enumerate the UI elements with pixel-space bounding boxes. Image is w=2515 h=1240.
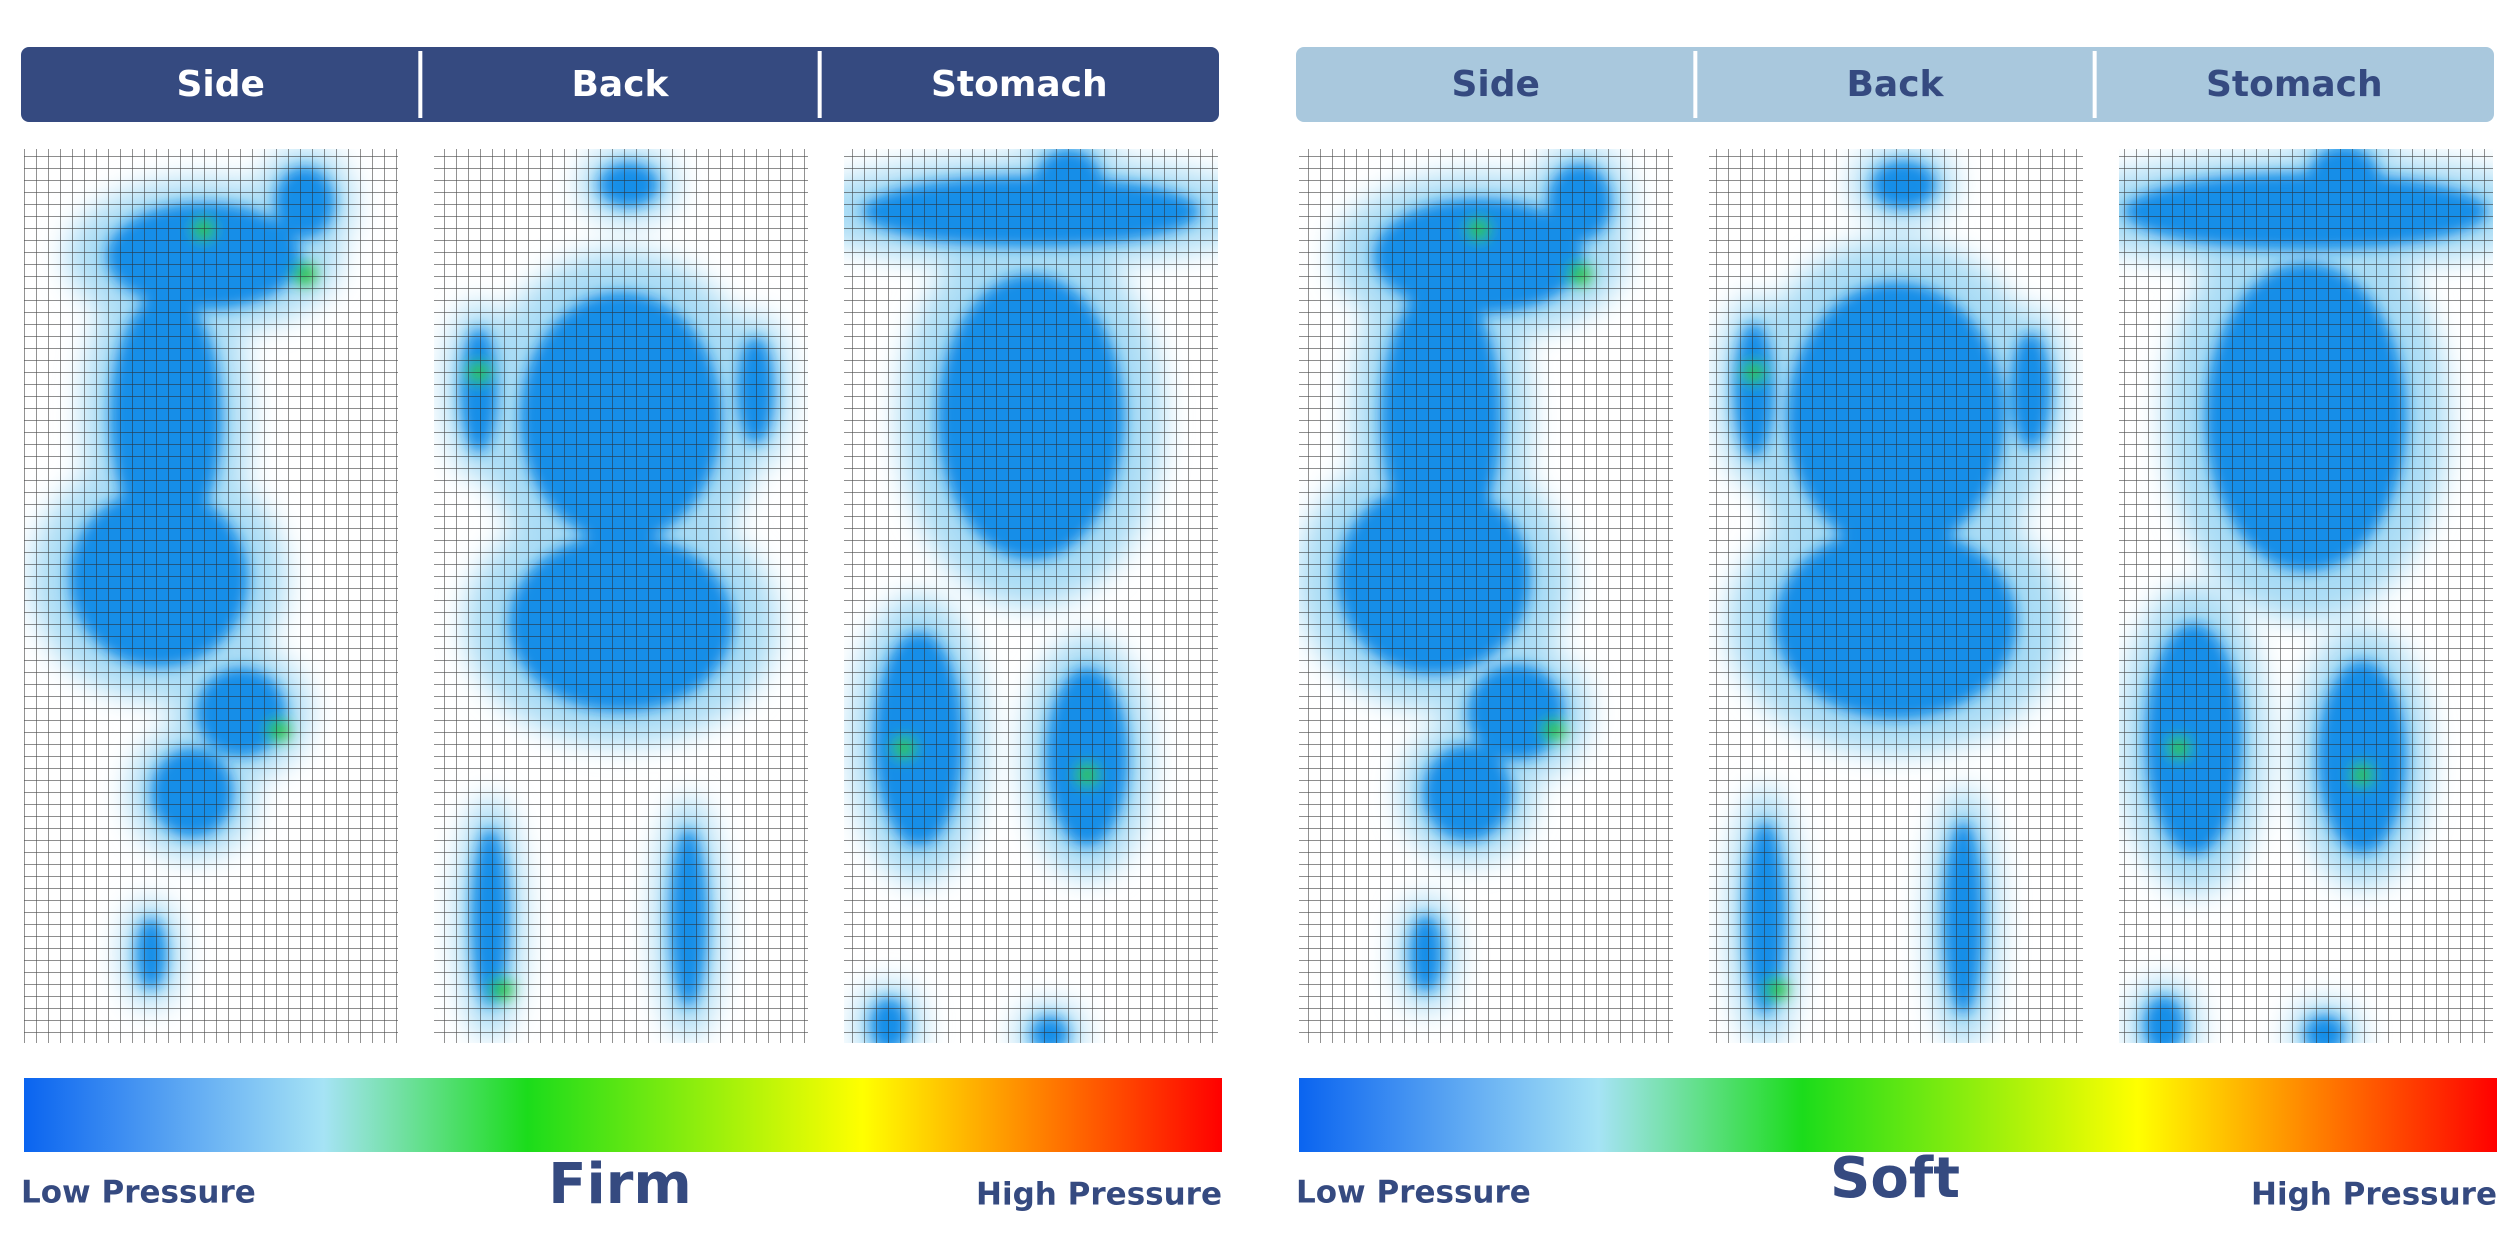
grid-overlay bbox=[2119, 149, 2493, 1043]
tab-label[interactable]: Stomach bbox=[2206, 64, 2383, 105]
tab-label[interactable]: Side bbox=[1451, 64, 1539, 105]
grid-overlay bbox=[434, 149, 808, 1043]
pressure-map bbox=[434, 149, 808, 1043]
pressure-scale bbox=[1299, 1078, 2497, 1152]
high-pressure-label: High Pressure bbox=[976, 1177, 1222, 1213]
grid-overlay bbox=[1709, 149, 2083, 1043]
tab-label[interactable]: Side bbox=[176, 64, 264, 105]
tab-label[interactable]: Back bbox=[571, 64, 669, 105]
firmness-label: Firm bbox=[548, 1152, 691, 1217]
tab-label[interactable]: Back bbox=[1846, 64, 1944, 105]
pressure-map bbox=[24, 149, 398, 1043]
pressure-scale bbox=[24, 1078, 1222, 1152]
firmness-label: Soft bbox=[1830, 1146, 1960, 1211]
pressure-map bbox=[1709, 149, 2083, 1043]
low-pressure-label: Low Pressure bbox=[1296, 1175, 1531, 1211]
panel: Side Back Stomach Low Pressure High Pressure… bbox=[1296, 47, 2497, 1213]
tab-bar bbox=[1296, 47, 2494, 122]
pressure-map bbox=[2119, 149, 2493, 1043]
high-pressure-label: High Pressure bbox=[2251, 1177, 2497, 1213]
pressure-map bbox=[844, 149, 1218, 1043]
pressure-map bbox=[1299, 149, 1673, 1043]
grid-overlay bbox=[844, 149, 1218, 1043]
panel: Side Back Stomach Low Pressure High Pressure… bbox=[21, 47, 1222, 1217]
low-pressure-label: Low Pressure bbox=[21, 1175, 256, 1211]
tab-label[interactable]: Stomach bbox=[931, 64, 1108, 105]
grid-overlay bbox=[24, 149, 398, 1043]
tab-bar bbox=[21, 47, 1219, 122]
grid-overlay bbox=[1299, 149, 1673, 1043]
